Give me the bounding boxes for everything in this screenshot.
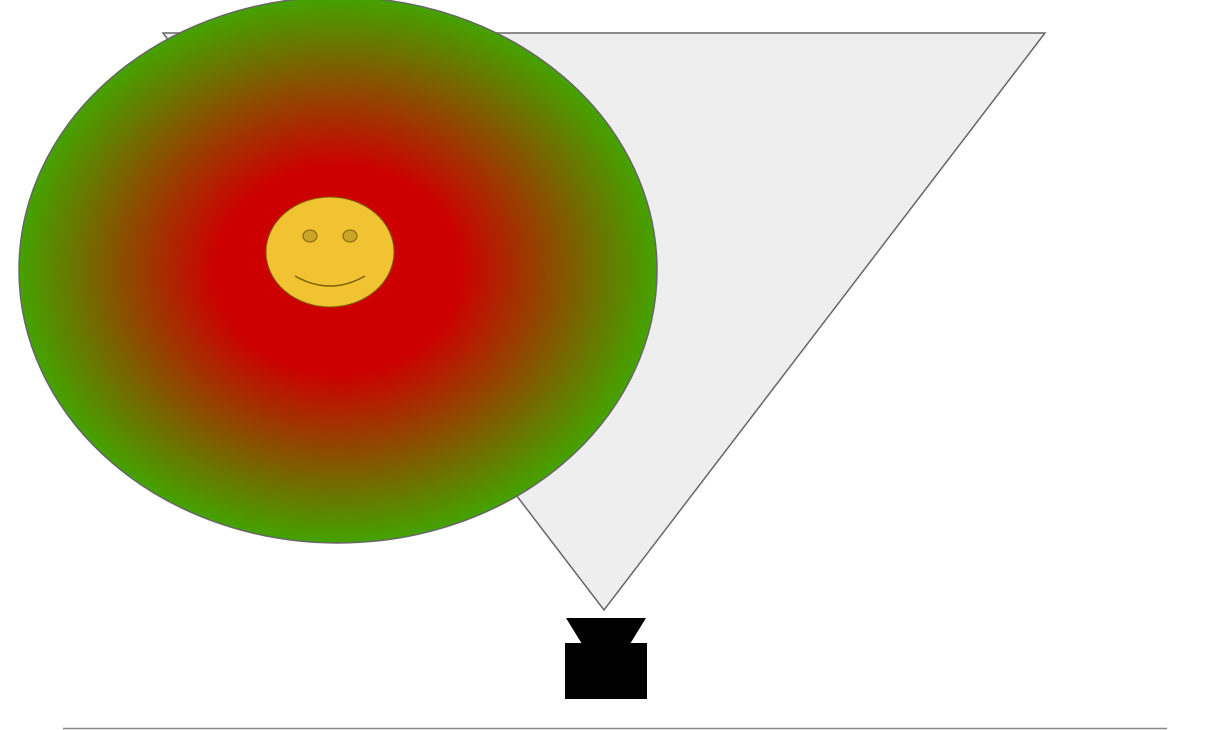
smiley-left-eye [302, 229, 318, 243]
smiley-mouth [294, 275, 366, 287]
camera-body [565, 643, 647, 699]
smiley-face-circle [265, 196, 395, 308]
camera-lens [566, 618, 646, 644]
smiley-right-eye [342, 229, 358, 243]
smiley-face-icon [265, 196, 395, 308]
camera-icon [565, 618, 647, 699]
